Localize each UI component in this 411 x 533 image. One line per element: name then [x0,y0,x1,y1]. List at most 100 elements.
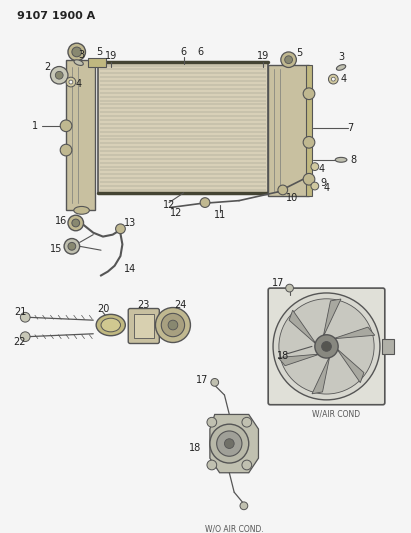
Text: 18: 18 [189,443,201,454]
Bar [88,58,106,68]
Text: 11: 11 [213,210,226,220]
Circle shape [224,439,234,448]
Text: 17: 17 [272,278,284,288]
Bar [134,314,153,338]
Circle shape [285,56,293,63]
Text: 17: 17 [196,375,208,385]
Circle shape [155,308,190,343]
Text: 10: 10 [286,193,299,203]
Circle shape [211,378,219,386]
Text: 7: 7 [348,123,354,133]
Circle shape [315,335,338,358]
Circle shape [69,80,73,84]
Text: 19: 19 [105,51,117,61]
Text: 21: 21 [14,308,27,317]
Text: 8: 8 [351,155,357,165]
Text: 12: 12 [163,200,175,211]
FancyBboxPatch shape [128,309,159,343]
Text: 1: 1 [32,121,38,131]
Text: 6: 6 [197,47,203,57]
Text: 5: 5 [296,48,302,58]
Polygon shape [289,310,319,346]
Text: 13: 13 [124,218,136,228]
Circle shape [51,67,68,84]
Bar [66,60,95,211]
Text: 4: 4 [323,183,330,193]
Circle shape [72,219,80,227]
Text: 3: 3 [338,52,344,62]
Text: 2: 2 [44,62,51,72]
Bar [98,62,268,193]
Text: 15: 15 [50,244,62,254]
Circle shape [322,342,331,351]
Circle shape [242,417,252,427]
Text: 14: 14 [124,264,136,273]
Text: 4: 4 [76,79,82,89]
Polygon shape [312,353,330,394]
Text: 24: 24 [175,300,187,310]
Text: 12: 12 [170,208,182,218]
Polygon shape [330,327,375,340]
Circle shape [72,47,81,57]
Circle shape [210,424,249,463]
Text: 18: 18 [277,351,289,361]
Circle shape [328,74,338,84]
Ellipse shape [74,206,89,214]
Text: W/AIR COND: W/AIR COND [312,410,360,419]
Text: 5: 5 [96,47,102,57]
Text: 20: 20 [97,303,109,313]
Circle shape [278,185,288,195]
Circle shape [55,71,63,79]
Circle shape [279,299,374,394]
Circle shape [303,136,315,148]
Polygon shape [323,299,341,340]
Circle shape [60,144,72,156]
Circle shape [242,460,252,470]
Polygon shape [278,353,323,366]
Circle shape [311,182,319,190]
Circle shape [303,88,315,100]
Ellipse shape [74,60,83,66]
Text: 9: 9 [321,178,327,188]
Polygon shape [334,346,364,383]
Text: W/O AIR COND.: W/O AIR COND. [205,524,263,533]
Circle shape [240,502,248,510]
Circle shape [68,243,76,250]
Circle shape [60,120,72,132]
Circle shape [66,77,76,87]
Text: 16: 16 [55,216,67,226]
Ellipse shape [96,314,125,336]
Circle shape [200,198,210,207]
Bar [306,64,312,196]
Text: 23: 23 [138,300,150,310]
Circle shape [21,332,30,342]
Ellipse shape [101,318,120,332]
Circle shape [168,320,178,330]
Ellipse shape [335,157,347,162]
Circle shape [161,313,185,337]
Circle shape [286,284,293,292]
Circle shape [311,163,319,171]
Circle shape [303,173,315,185]
Text: 19: 19 [257,51,270,61]
Circle shape [21,312,30,322]
FancyBboxPatch shape [268,288,385,405]
Text: 3: 3 [79,50,85,60]
Circle shape [68,43,85,61]
Circle shape [115,224,125,233]
Polygon shape [210,415,259,473]
Bar [268,64,309,196]
Text: 4: 4 [319,164,325,174]
Circle shape [68,215,83,231]
Circle shape [64,239,80,254]
Text: 9107 1900 A: 9107 1900 A [17,11,96,21]
Circle shape [331,77,335,81]
Circle shape [281,52,296,68]
Text: 6: 6 [180,47,187,57]
Bar [382,338,394,354]
Text: 4: 4 [341,74,347,84]
Text: 22: 22 [13,336,25,346]
Circle shape [217,431,242,456]
Circle shape [207,460,217,470]
Circle shape [273,293,380,400]
